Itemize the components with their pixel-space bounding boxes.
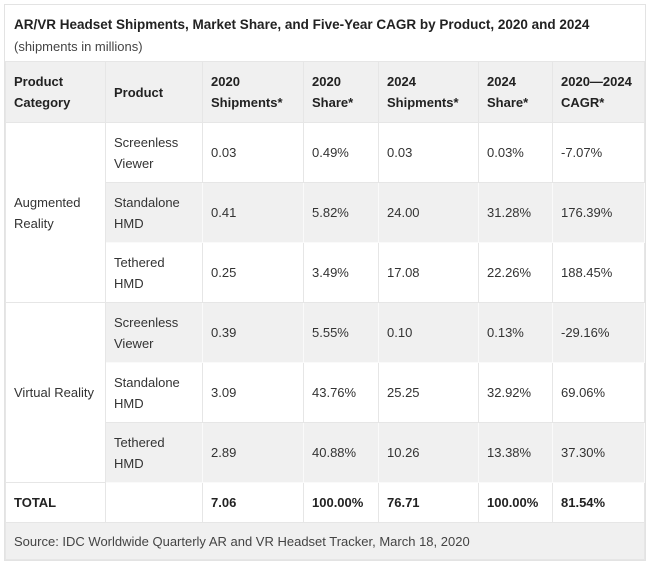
product-cell: Standalone HMD — [105, 362, 203, 423]
product-cell: Standalone HMD — [105, 182, 203, 243]
value-cell: 40.88% — [303, 422, 379, 483]
value-cell: 32.92% — [478, 362, 553, 423]
value-cell: 17.08 — [378, 242, 479, 303]
table-row: Standalone HMD 3.09 43.76% 25.25 32.92% 69.06… — [6, 362, 645, 423]
value-cell: 5.82% — [303, 182, 379, 243]
table-row: Augmented Reality Screenless Viewer 0.03 0.… — [5, 122, 645, 303]
value-cell: 0.03% — [478, 122, 553, 183]
value-cell: 25.25 — [378, 362, 479, 423]
table-title: AR/VR Headset Shipments, Market Share, a… — [14, 17, 590, 32]
value-cell: 176.39% — [552, 182, 645, 243]
product-cell: Tethered HMD — [105, 422, 203, 483]
total-row: TOTAL 7.06 100.00% 76.71 100.00% 81.54% — [5, 482, 645, 523]
table-container: AR/VR Headset Shipments, Market Share, a… — [4, 4, 646, 561]
value-cell: 0.41 — [202, 182, 304, 243]
table-row: Standalone HMD 0.41 5.82% 24.00 31.28% 176.39… — [6, 182, 645, 243]
value-cell: 5.55% — [303, 302, 379, 363]
total-cell: 81.54% — [552, 482, 645, 523]
table-row: Tethered HMD 2.89 40.88% 10.26 13.38% 37.30% — [6, 422, 645, 483]
table-row: Virtual Reality Screenless Viewer 0.39 5.55… — [5, 302, 645, 483]
value-cell: 0.03 — [378, 122, 479, 183]
value-cell: 0.39 — [202, 302, 304, 363]
table-subtitle: (shipments in millions) — [14, 39, 143, 54]
source-row: Source: IDC Worldwide Quarterly AR and V… — [5, 522, 645, 560]
value-cell: 0.03 — [202, 122, 304, 183]
column-header: 2024 Shipments* — [378, 61, 479, 123]
category-cell: Virtual Reality — [5, 302, 106, 483]
total-cell: TOTAL — [5, 482, 106, 523]
value-cell: 3.49% — [303, 242, 379, 303]
value-cell: 69.06% — [552, 362, 645, 423]
product-cell: Tethered HMD — [105, 242, 203, 303]
value-cell: 188.45% — [552, 242, 645, 303]
column-header: 2020 Share* — [303, 61, 379, 123]
value-cell: 0.25 — [202, 242, 304, 303]
value-cell: -7.07% — [552, 122, 645, 183]
shipments-table: Product Category Product 2020 Shipments* 20… — [5, 61, 645, 560]
value-cell: 10.26 — [378, 422, 479, 483]
value-cell: 24.00 — [378, 182, 479, 243]
value-cell: 3.09 — [202, 362, 304, 423]
value-cell: 0.13% — [478, 302, 553, 363]
value-cell: 31.28% — [478, 182, 553, 243]
value-cell: 0.49% — [303, 122, 379, 183]
column-header: 2020—2024 CAGR* — [552, 61, 645, 123]
value-cell: 22.26% — [478, 242, 553, 303]
total-cell — [105, 482, 203, 523]
value-cell: 13.38% — [478, 422, 553, 483]
column-header: 2020 Shipments* — [202, 61, 304, 123]
value-cell: 0.10 — [378, 302, 479, 363]
category-cell: Augmented Reality — [5, 122, 106, 303]
product-cell: Screenless Viewer — [105, 302, 203, 363]
value-cell: 37.30% — [552, 422, 645, 483]
source-note: Source: IDC Worldwide Quarterly AR and V… — [5, 522, 645, 560]
value-cell: -29.16% — [552, 302, 645, 363]
value-cell: 43.76% — [303, 362, 379, 423]
header-row: Product Category Product 2020 Shipments* 20… — [5, 61, 645, 123]
column-header: Product Category — [5, 61, 106, 123]
value-cell: 2.89 — [202, 422, 304, 483]
column-header: 2024 Share* — [478, 61, 553, 123]
total-cell: 7.06 — [202, 482, 304, 523]
product-cell: Screenless Viewer — [105, 122, 203, 183]
total-cell: 100.00% — [478, 482, 553, 523]
table-row: Tethered HMD 0.25 3.49% 17.08 22.26% 188.45% — [6, 242, 645, 303]
total-cell: 100.00% — [303, 482, 379, 523]
column-header: Product — [105, 61, 203, 123]
total-cell: 76.71 — [378, 482, 479, 523]
